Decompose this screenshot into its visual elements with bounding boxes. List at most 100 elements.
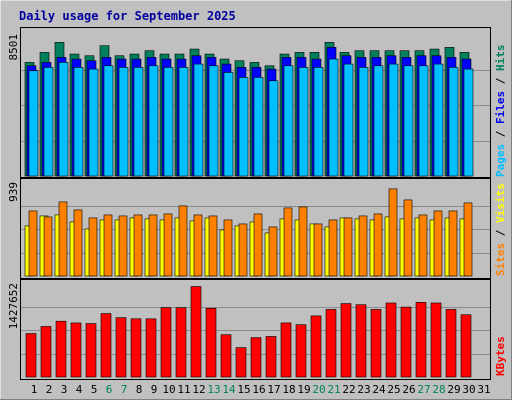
day-label: 16 xyxy=(252,383,265,396)
day-axis: 1 2 3 4 5 6 7 8 9 10 11 12 13 14 15 16 17 18 19 20 21 22 23 24 2… xyxy=(31,383,491,396)
bar-pages xyxy=(463,68,474,177)
svg-text:Sites / Visits: Sites / Visits xyxy=(494,183,507,276)
day-label: 5 xyxy=(91,383,98,396)
bar-sites xyxy=(418,214,428,277)
legend-visits: Visits xyxy=(494,183,507,223)
legend-separator: / xyxy=(494,124,507,144)
bar-kbytes xyxy=(160,307,172,378)
day-label: 15 xyxy=(237,383,250,396)
legend-hits-files-pages: Pages / Files / Hits xyxy=(494,45,507,178)
bar-pages xyxy=(328,58,339,177)
bar-kbytes xyxy=(190,286,202,378)
legend-visits-sites: Sites / Visits xyxy=(494,183,507,276)
day-label: 3 xyxy=(61,383,68,396)
bar-pages xyxy=(133,67,144,177)
day-label: 17 xyxy=(267,383,280,396)
bar-pages xyxy=(193,63,204,177)
day-label: 28 xyxy=(432,383,445,396)
day-label: 14 xyxy=(222,383,236,396)
day-label: 25 xyxy=(387,383,400,396)
bar-kbytes xyxy=(355,304,367,378)
bar-pages xyxy=(28,70,39,177)
panel-visits-sites xyxy=(21,188,490,277)
legend-kbytes: KBytes xyxy=(494,336,507,376)
bar-sites xyxy=(163,213,173,277)
bar-kbytes xyxy=(250,337,262,378)
bar-pages xyxy=(313,67,324,177)
bar-sites xyxy=(403,199,413,277)
bar-sites xyxy=(388,188,398,277)
bar-sites xyxy=(223,219,233,277)
bar-sites xyxy=(208,215,218,277)
day-label: 9 xyxy=(151,383,158,396)
bar-pages xyxy=(58,62,69,177)
bar-kbytes xyxy=(100,313,112,378)
bar-sites xyxy=(43,216,53,277)
day-label: 10 xyxy=(162,383,175,396)
bar-sites xyxy=(328,219,338,277)
bar-sites xyxy=(103,214,113,277)
bar-kbytes xyxy=(295,324,307,378)
bar-sites xyxy=(58,201,68,277)
day-label: 1 xyxy=(31,383,38,396)
day-label: 22 xyxy=(342,383,355,396)
day-label: 12 xyxy=(192,383,205,396)
day-label: 7 xyxy=(121,383,128,396)
panel-kbytes xyxy=(21,286,490,378)
bar-sites xyxy=(448,210,458,277)
bar-kbytes xyxy=(25,333,37,378)
bar-sites xyxy=(238,223,248,277)
bar-kbytes xyxy=(430,302,442,378)
bar-pages xyxy=(433,63,444,177)
bar-sites xyxy=(373,213,383,277)
bar-sites xyxy=(28,210,38,277)
day-label: 6 xyxy=(106,383,113,396)
svg-text:Pages / Files / Hits: Pages / Files / Hits xyxy=(494,45,507,178)
bar-kbytes xyxy=(340,303,352,378)
bar-pages xyxy=(103,65,114,177)
bar-pages xyxy=(403,65,414,177)
panel-hits-files-pages xyxy=(21,42,490,177)
bar-kbytes xyxy=(325,309,337,378)
bar-kbytes xyxy=(460,314,472,378)
bar-sites xyxy=(268,226,278,277)
bar-sites xyxy=(358,215,368,277)
bar-sites xyxy=(73,209,83,277)
day-label: 23 xyxy=(357,383,370,396)
bar-kbytes xyxy=(310,315,322,378)
bar-kbytes xyxy=(235,347,247,378)
bar-kbytes xyxy=(445,309,457,378)
bar-pages xyxy=(43,67,54,177)
bar-pages xyxy=(253,77,264,177)
bar-sites xyxy=(313,223,323,277)
bar-kbytes xyxy=(400,306,412,378)
bar-kbytes xyxy=(130,318,142,378)
bar-sites xyxy=(148,214,158,277)
legend-sites: Sites xyxy=(494,243,507,276)
legend-pages: Pages xyxy=(494,144,507,177)
bar-sites xyxy=(133,214,143,277)
bar-pages xyxy=(373,65,384,177)
day-label: 13 xyxy=(207,383,220,396)
bar-sites xyxy=(463,202,473,277)
bar-sites xyxy=(283,207,293,277)
bar-kbytes xyxy=(40,326,52,378)
day-label: 8 xyxy=(136,383,143,396)
bar-kbytes xyxy=(70,322,82,378)
bar-sites xyxy=(178,205,188,277)
bar-pages xyxy=(118,67,129,177)
bar-pages xyxy=(223,72,234,177)
bar-pages xyxy=(283,65,294,177)
day-label: 29 xyxy=(447,383,460,396)
bar-pages xyxy=(448,67,459,177)
day-label: 18 xyxy=(282,383,295,396)
bar-pages xyxy=(73,67,84,177)
bar-pages xyxy=(88,68,99,177)
bar-kbytes xyxy=(145,318,157,378)
bar-pages xyxy=(148,65,159,177)
day-label: 11 xyxy=(177,383,190,396)
bar-kbytes xyxy=(280,322,292,378)
day-label: 2 xyxy=(46,383,53,396)
bar-pages xyxy=(163,67,174,177)
